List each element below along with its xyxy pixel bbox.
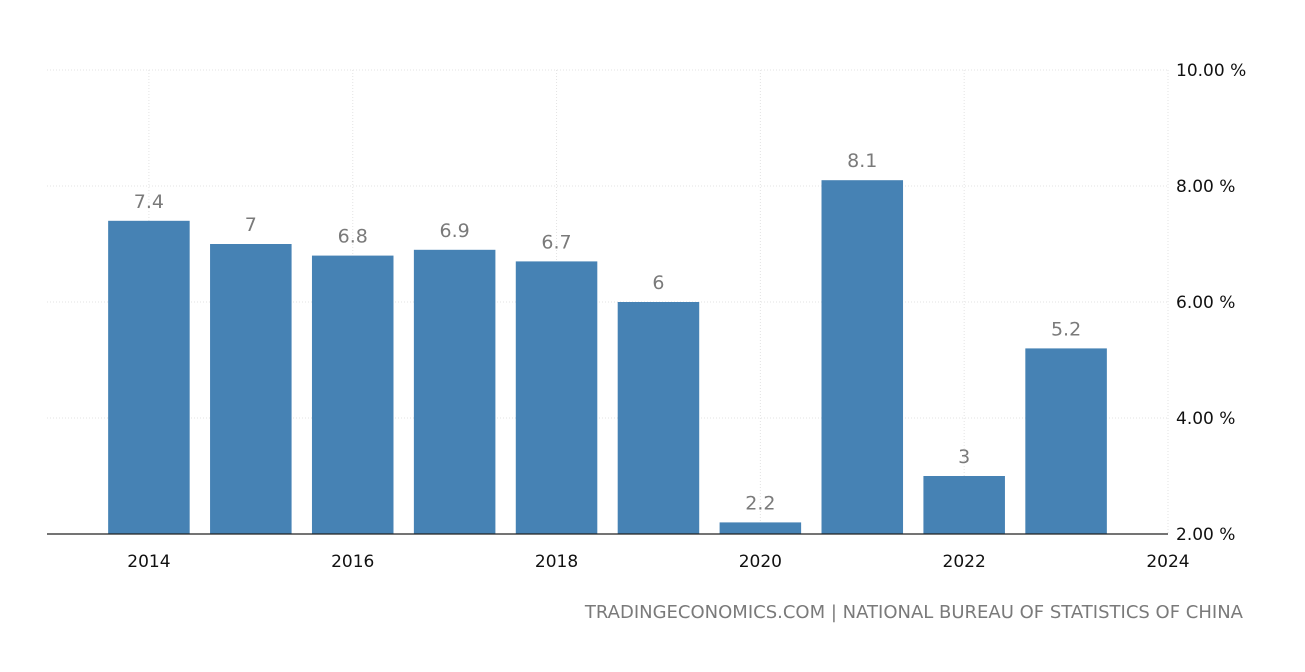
y-tick-label: 10.00 % [1176,61,1246,81]
data-label: 6 [652,272,664,294]
data-label: 3 [958,446,970,468]
y-axis: 2.00 % 4.00 % 6.00 % 8.00 % 10.00 % [1176,61,1246,545]
bar [923,476,1005,534]
data-label: 6.8 [338,226,368,248]
bar [108,220,190,535]
data-label: 7.4 [134,191,164,213]
x-tick-label: 2024 [1146,552,1189,572]
y-tick-label: 4.00 % [1176,409,1235,429]
x-tick-label: 2020 [739,552,782,572]
x-tick-label: 2022 [943,552,986,572]
bars [108,180,1107,535]
data-label: 7 [245,214,257,236]
data-label: 2.2 [745,492,775,514]
x-tick-label: 2018 [535,552,578,572]
bar [413,249,496,535]
source-attribution: TRADINGECONOMICS.COM | NATIONAL BUREAU O… [584,602,1243,623]
data-label: 5.2 [1051,318,1081,340]
data-label: 6.7 [541,231,571,253]
bar [719,522,802,534]
x-axis: 2014 2016 2018 2020 2022 2024 [47,533,1190,572]
data-label: 6.9 [440,220,470,242]
bar [311,255,394,534]
bar [515,261,598,534]
y-tick-label: 6.00 % [1176,293,1235,313]
y-tick-label: 8.00 % [1176,177,1235,197]
data-labels: 7.4 7 6.8 6.9 6.7 6 2.2 8.1 3 5.2 [134,150,1081,514]
y-tick-label: 2.00 % [1176,525,1235,545]
x-tick-label: 2016 [331,552,374,572]
bar [1025,348,1107,534]
bar [617,302,700,534]
bar [210,244,292,534]
bar [821,180,904,534]
x-tick-label: 2014 [127,552,170,572]
data-label: 8.1 [847,150,877,172]
